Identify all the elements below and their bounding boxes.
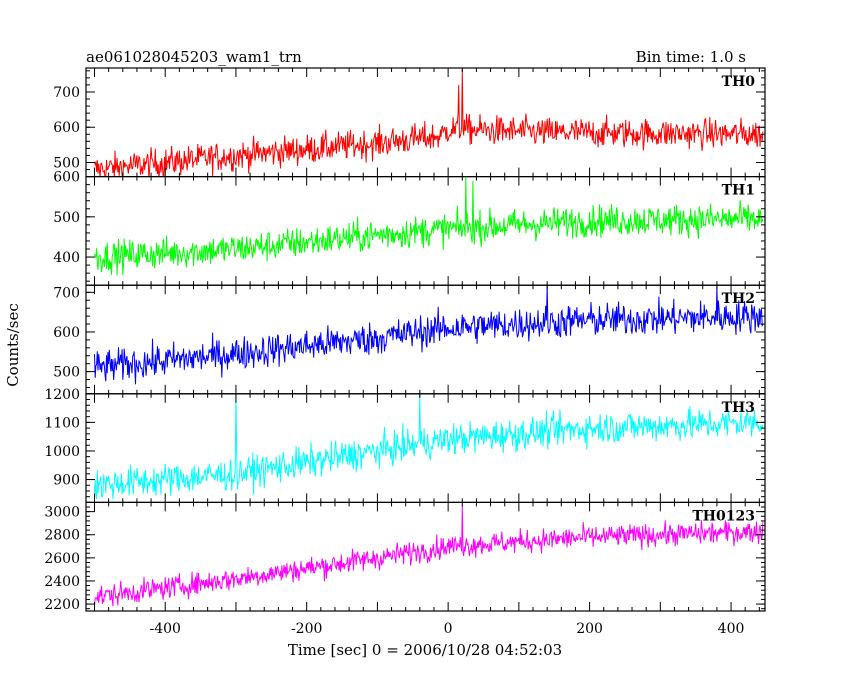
- x-tick-label: 0: [444, 621, 453, 637]
- y-tick-label: 1200: [44, 387, 80, 403]
- series-line-th0123: [94, 504, 764, 607]
- y-tick-label: 900: [53, 473, 80, 489]
- x-tick-label: -200: [291, 621, 322, 637]
- panel-th0: TH0 500 600 700: [53, 67, 766, 178]
- series-line-th1: [94, 176, 764, 276]
- chart-title: ae061028045203_wam1_trn: [86, 48, 302, 66]
- panel-frame: [85, 501, 766, 612]
- x-tick-label: 200: [576, 621, 603, 637]
- panel-th1: TH1 400 500 600: [53, 170, 766, 286]
- series-line-th3: [94, 393, 764, 500]
- panel-label-th3: TH3: [722, 400, 755, 416]
- y-tick-label: 1000: [44, 444, 80, 460]
- panel-label-th0123: TH0123: [692, 508, 755, 524]
- y-tick-label: 600: [53, 120, 80, 136]
- bin-time-label: Bin time: 1.0 s: [636, 48, 746, 66]
- x-axis-label: Time [sec] 0 = 2006/10/28 04:52:03: [288, 641, 562, 659]
- y-tick-label: 600: [53, 325, 80, 341]
- y-tick-label: 2400: [44, 574, 80, 590]
- panel-label-th2: TH2: [722, 291, 755, 307]
- x-tick-label: 400: [718, 621, 745, 637]
- x-tick-label: -400: [149, 621, 180, 637]
- y-axis-label: Counts/sec: [4, 303, 22, 387]
- y-tick-label: 3000: [44, 505, 80, 521]
- y-tick-label: 700: [53, 85, 80, 101]
- panel-th0123: TH0123 2200 2400 2600 2800 3000: [44, 501, 766, 613]
- y-tick-label: 400: [53, 250, 80, 266]
- panel-label-th1: TH1: [722, 183, 755, 199]
- y-tick-label: 2800: [44, 528, 80, 544]
- panel-th2: TH2 500 600 700: [53, 284, 766, 395]
- series-line-th0: [94, 69, 764, 177]
- panel-label-th0: TH0: [722, 74, 756, 90]
- y-tick-label: 2200: [44, 597, 80, 613]
- y-tick-label: 500: [53, 365, 80, 381]
- y-tick-label: 1100: [44, 415, 80, 431]
- y-tick-label: 700: [53, 285, 80, 301]
- y-tick-label: 500: [53, 210, 80, 226]
- y-tick-label: 500: [53, 155, 80, 171]
- panel-th3: TH3 900 1000 1100 1200: [44, 387, 766, 503]
- panels-group: TH0500600700TH1400500600TH2500600700TH39…: [44, 67, 766, 637]
- series-line-th2: [94, 285, 764, 385]
- y-tick-label: 2600: [44, 551, 80, 567]
- y-tick-label: 600: [53, 170, 80, 186]
